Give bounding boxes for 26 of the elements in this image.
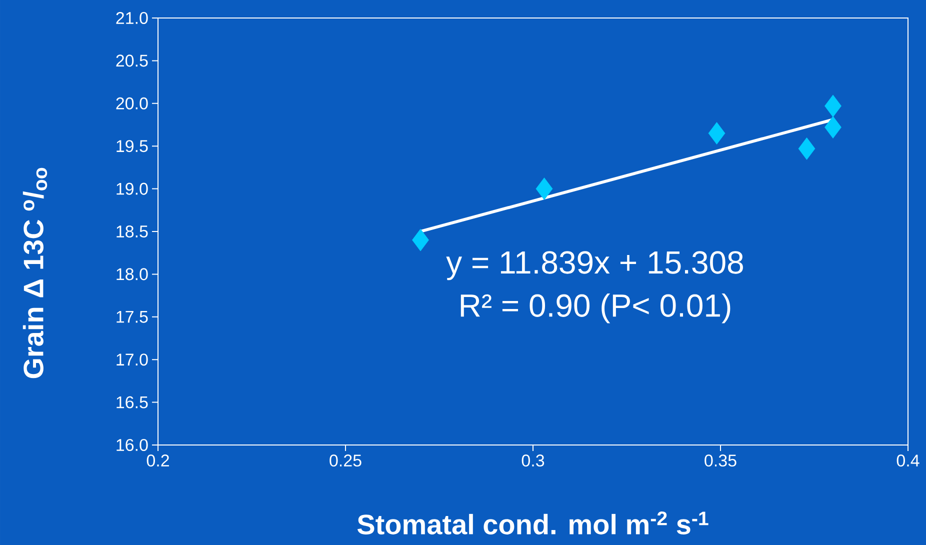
point xyxy=(824,94,842,118)
text: Grain Δ 13C $^{o}$/$_{oo}$ xyxy=(22,168,48,378)
point xyxy=(708,122,726,144)
x-tick-label: 0.3 xyxy=(522,454,544,467)
y-tick-label: 16.5 xyxy=(116,396,148,408)
x-tick-label: 0.2 xyxy=(146,454,169,467)
y-tick-label: 17.5 xyxy=(116,310,148,323)
text: Stomatal cond. mol m$^{-2}$ s$^{-1}$ xyxy=(357,511,708,534)
y-tick-label: 19.0 xyxy=(116,182,148,195)
x-tick-label: 0.35 xyxy=(704,454,736,467)
y-tick-label: 18.5 xyxy=(116,225,148,238)
y-tick-label: 20.5 xyxy=(116,54,148,67)
point xyxy=(824,116,842,139)
point xyxy=(412,228,429,252)
y-tick-label: 18.0 xyxy=(116,268,148,280)
x-tick-label: 0.4 xyxy=(896,454,920,467)
y-tick-label: 20.0 xyxy=(116,97,148,110)
x-tick-label: 0.25 xyxy=(330,454,362,467)
y-tick-label: 16.0 xyxy=(116,438,148,452)
annotation: y = 11.839x + 15.308 xyxy=(446,251,743,280)
point xyxy=(798,137,816,160)
y-tick-label: 19.5 xyxy=(116,140,148,152)
y-tick-label: 21.0 xyxy=(116,12,148,24)
annotation: R² = 0.90 (P< 0.01) xyxy=(460,293,730,324)
y-tick-label: 17.0 xyxy=(116,354,148,366)
point xyxy=(536,178,553,200)
